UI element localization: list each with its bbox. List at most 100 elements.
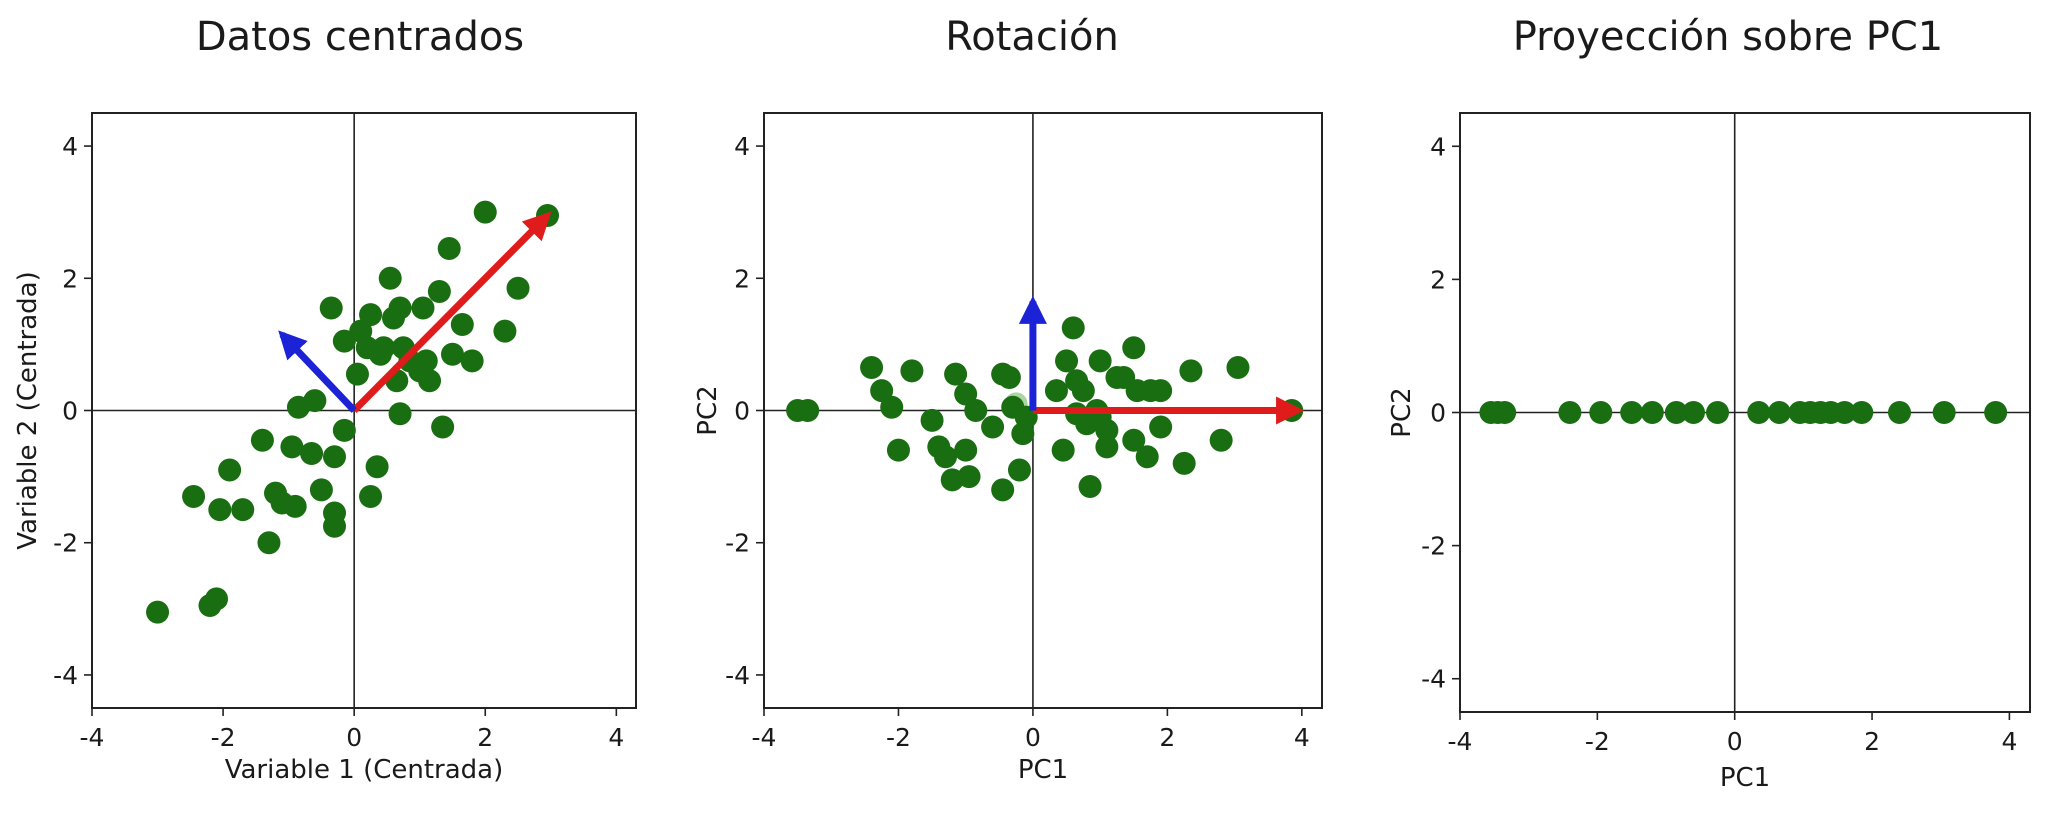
data-point xyxy=(1209,428,1233,452)
data-point xyxy=(1681,401,1705,424)
data-point xyxy=(1850,401,1874,424)
chart-title-1: Datos centrados xyxy=(195,14,525,60)
data-point xyxy=(388,296,412,320)
data-point xyxy=(431,415,455,439)
x-tick-label: 0 xyxy=(1727,727,1743,756)
data-point xyxy=(1088,349,1112,373)
data-point xyxy=(378,266,402,290)
data-point xyxy=(1179,359,1203,383)
data-point xyxy=(1833,401,1857,424)
data-point xyxy=(493,319,517,343)
y-tick-label: -2 xyxy=(725,529,750,558)
data-point xyxy=(1122,336,1146,360)
y-axis-label: Variable 2 (Centrada) xyxy=(13,271,43,550)
data-point xyxy=(506,276,530,300)
data-point xyxy=(1149,415,1173,439)
x-axis-label: Variable 1 (Centrada) xyxy=(225,755,504,785)
data-point xyxy=(365,455,389,479)
x-tick-label: 2 xyxy=(477,723,493,752)
data-point xyxy=(870,379,894,403)
data-point xyxy=(300,441,324,465)
chart-title-2: Rotación xyxy=(945,14,1119,60)
data-point xyxy=(372,336,396,360)
data-point xyxy=(1984,401,2008,424)
x-tick-label: -2 xyxy=(886,723,911,752)
x-tick-label: 4 xyxy=(1294,723,1310,752)
data-point xyxy=(414,349,438,373)
x-tick-label: -4 xyxy=(1448,727,1473,756)
data-point xyxy=(231,498,255,522)
data-point xyxy=(920,408,944,432)
x-tick-label: -2 xyxy=(1585,727,1610,756)
data-point xyxy=(1061,316,1085,340)
y-tick-label: 0 xyxy=(62,397,78,426)
data-point xyxy=(1767,401,1791,424)
data-point xyxy=(880,395,904,419)
y-tick-label: -2 xyxy=(53,529,78,558)
data-point xyxy=(1007,458,1031,482)
x-axis-label: PC1 xyxy=(1720,763,1770,793)
data-point xyxy=(146,600,170,624)
y-tick-label: -4 xyxy=(725,661,750,690)
y-axis-label: PC2 xyxy=(693,385,723,435)
data-point xyxy=(1706,401,1730,424)
x-tick-label: -2 xyxy=(211,723,236,752)
x-axis-label: PC1 xyxy=(1018,755,1068,785)
data-point xyxy=(473,200,497,224)
pc2-vector-arrow xyxy=(278,330,357,413)
y-tick-label: -4 xyxy=(1421,665,1446,694)
data-point xyxy=(283,494,307,518)
data-point xyxy=(208,498,232,522)
data-point xyxy=(345,362,369,386)
x-tick-label: 2 xyxy=(1864,727,1880,756)
data-point xyxy=(1226,356,1250,380)
data-point xyxy=(205,587,229,611)
chart-panel-2: -4 -2 0 2 4 -4 -2 0 2 4 PC1 PC2 xyxy=(693,112,1323,785)
y-tick-label: -2 xyxy=(1421,532,1446,561)
data-point xyxy=(250,428,274,452)
y-tick-label: 4 xyxy=(62,132,78,161)
data-point xyxy=(388,402,412,426)
x-tick-label: 0 xyxy=(346,723,362,752)
chart-panel-3: -4 -2 0 2 4 -4 -2 0 2 4 PC1 PC2 xyxy=(1387,112,2031,793)
data-point xyxy=(1044,379,1068,403)
x-tick-label: -4 xyxy=(752,723,777,752)
data-point xyxy=(359,484,383,508)
data-point xyxy=(450,313,474,337)
data-point xyxy=(886,438,910,462)
data-point xyxy=(332,418,356,442)
data-point xyxy=(900,359,924,383)
data-point xyxy=(323,514,347,538)
data-point xyxy=(944,362,968,386)
y-tick-label: 4 xyxy=(1430,132,1446,161)
data-point xyxy=(1589,401,1613,424)
data-point xyxy=(1558,401,1582,424)
data-point xyxy=(437,237,461,261)
data-point xyxy=(964,399,988,422)
data-point xyxy=(257,531,281,555)
chart-panel-1: -4 -2 0 2 4 -4 -2 0 2 4 Variable 1 (Centrada) Varia… xyxy=(13,112,637,785)
data-point xyxy=(991,478,1015,502)
data-point xyxy=(460,349,484,373)
data-point xyxy=(1172,451,1196,475)
data-point xyxy=(1001,395,1025,419)
data-point xyxy=(319,296,343,320)
data-point xyxy=(1620,401,1644,424)
data-point xyxy=(1051,438,1075,462)
data-point xyxy=(349,319,373,343)
data-point xyxy=(934,445,958,469)
x-tick-label: 4 xyxy=(2001,727,2017,756)
data-point xyxy=(280,435,304,459)
data-point xyxy=(1747,401,1771,424)
data-point xyxy=(440,342,464,366)
data-point xyxy=(427,280,451,303)
y-tick-label: 2 xyxy=(62,264,78,293)
data-point xyxy=(323,445,347,469)
data-point xyxy=(309,478,333,502)
data-point xyxy=(1888,401,1912,424)
y-tick-label: -4 xyxy=(53,661,78,690)
y-axis-label: PC2 xyxy=(1387,387,1417,437)
x-tick-label: 2 xyxy=(1159,723,1175,752)
data-point xyxy=(997,365,1021,389)
data-point xyxy=(1071,379,1095,403)
